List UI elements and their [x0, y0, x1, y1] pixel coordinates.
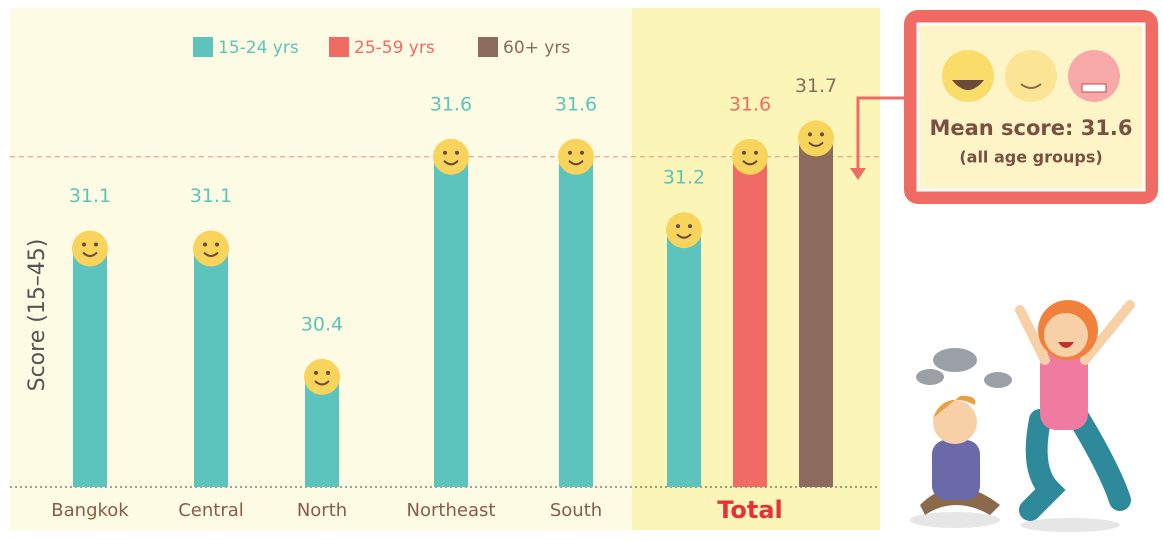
illustration — [910, 300, 1135, 532]
bar — [799, 138, 833, 487]
smiley-eye — [754, 150, 758, 155]
smiley-eye — [688, 224, 692, 229]
body — [932, 440, 980, 500]
smiley-eye — [443, 150, 447, 155]
smiley-mouth — [676, 233, 692, 239]
smiley-mouth — [568, 160, 584, 166]
smiley — [304, 358, 340, 395]
legend-swatch — [329, 37, 349, 57]
shadow — [910, 512, 1000, 528]
smiley-eye — [742, 150, 746, 155]
smiley — [798, 120, 834, 157]
bar — [667, 230, 701, 487]
bar — [434, 156, 468, 487]
emoji — [1068, 50, 1120, 102]
annotation-box: Mean score: 31.6 (all age groups) — [904, 10, 1158, 204]
smiley — [558, 138, 594, 175]
x-tick-label: Bangkok — [51, 500, 129, 521]
smiley — [72, 230, 108, 267]
smiley-eye — [455, 150, 459, 155]
hair — [933, 395, 976, 418]
smiley-eye — [215, 242, 219, 247]
head — [933, 400, 977, 444]
cloud — [916, 369, 944, 385]
value-label: 31.6 — [555, 93, 597, 115]
legend-swatch — [193, 37, 213, 57]
smiley-eye — [314, 370, 318, 375]
legend-swatch — [478, 37, 498, 57]
legend: 15-24 yrs 25-59 yrs 60+ yrs — [193, 37, 570, 58]
head — [1044, 313, 1088, 357]
value-label: 31.7 — [795, 75, 837, 97]
annotation-arrowhead — [850, 168, 866, 180]
cloud — [933, 348, 977, 372]
bar — [305, 376, 339, 487]
annotation-text: Mean score: 31.6 — [929, 116, 1132, 140]
smiley-eye — [820, 132, 824, 137]
smiley-mouth — [203, 251, 219, 257]
annotation-subtext: (all age groups) — [959, 148, 1102, 167]
legend-label: 60+ yrs — [503, 38, 570, 58]
smiley-eye — [580, 150, 584, 155]
bar — [194, 248, 228, 487]
smiley-mouth — [742, 160, 758, 166]
arms — [1015, 300, 1135, 365]
x-tick-label: Northeast — [407, 500, 496, 521]
plot: 31.1 Bangkok 31.1 Central 30.4 North 31.6 North… — [10, 75, 880, 524]
shadow — [1020, 518, 1120, 532]
bar — [73, 248, 107, 487]
emoji-mouth — [1081, 83, 1107, 93]
x-tick-label: North — [297, 500, 347, 521]
smiley-eye — [82, 242, 86, 247]
body — [1040, 350, 1088, 430]
smiley-eye — [203, 242, 207, 247]
smiley-eye — [568, 150, 572, 155]
value-label: 31.2 — [663, 167, 705, 189]
value-label: 30.4 — [301, 313, 343, 335]
value-label: 31.6 — [729, 93, 771, 115]
smiley-mouth — [82, 251, 98, 257]
legs — [1019, 409, 1131, 521]
emoji — [1005, 50, 1057, 102]
value-label: 31.6 — [430, 93, 472, 115]
value-label: 31.1 — [190, 185, 232, 207]
smiley — [666, 212, 702, 249]
smiley-mouth — [443, 160, 459, 166]
emoji-mouth — [1020, 83, 1042, 89]
bar — [559, 156, 593, 487]
smiley-mouth — [314, 380, 330, 386]
cloud — [984, 372, 1012, 388]
x-tick-label: South — [550, 500, 602, 521]
smiley-eye — [808, 132, 812, 137]
smiley — [433, 138, 469, 175]
emoji-mouth — [952, 80, 984, 90]
mouth — [1058, 342, 1074, 348]
smiley-eye — [676, 224, 680, 229]
x-tick-label: Central — [178, 500, 244, 521]
smiley — [193, 230, 229, 267]
y-axis-label: Score (15–45) — [25, 239, 50, 392]
value-label: 31.1 — [69, 185, 111, 207]
bar — [733, 156, 767, 487]
legend-label: 25-59 yrs — [354, 38, 435, 58]
smiley-mouth — [808, 141, 824, 147]
legend-label: 15-24 yrs — [218, 38, 299, 58]
emoji — [942, 50, 994, 102]
x-tick-label: Total — [717, 496, 783, 524]
smiley — [732, 138, 768, 175]
smiley-eye — [326, 370, 330, 375]
annotation-arrow — [856, 96, 904, 170]
smiley-eye — [94, 242, 98, 247]
